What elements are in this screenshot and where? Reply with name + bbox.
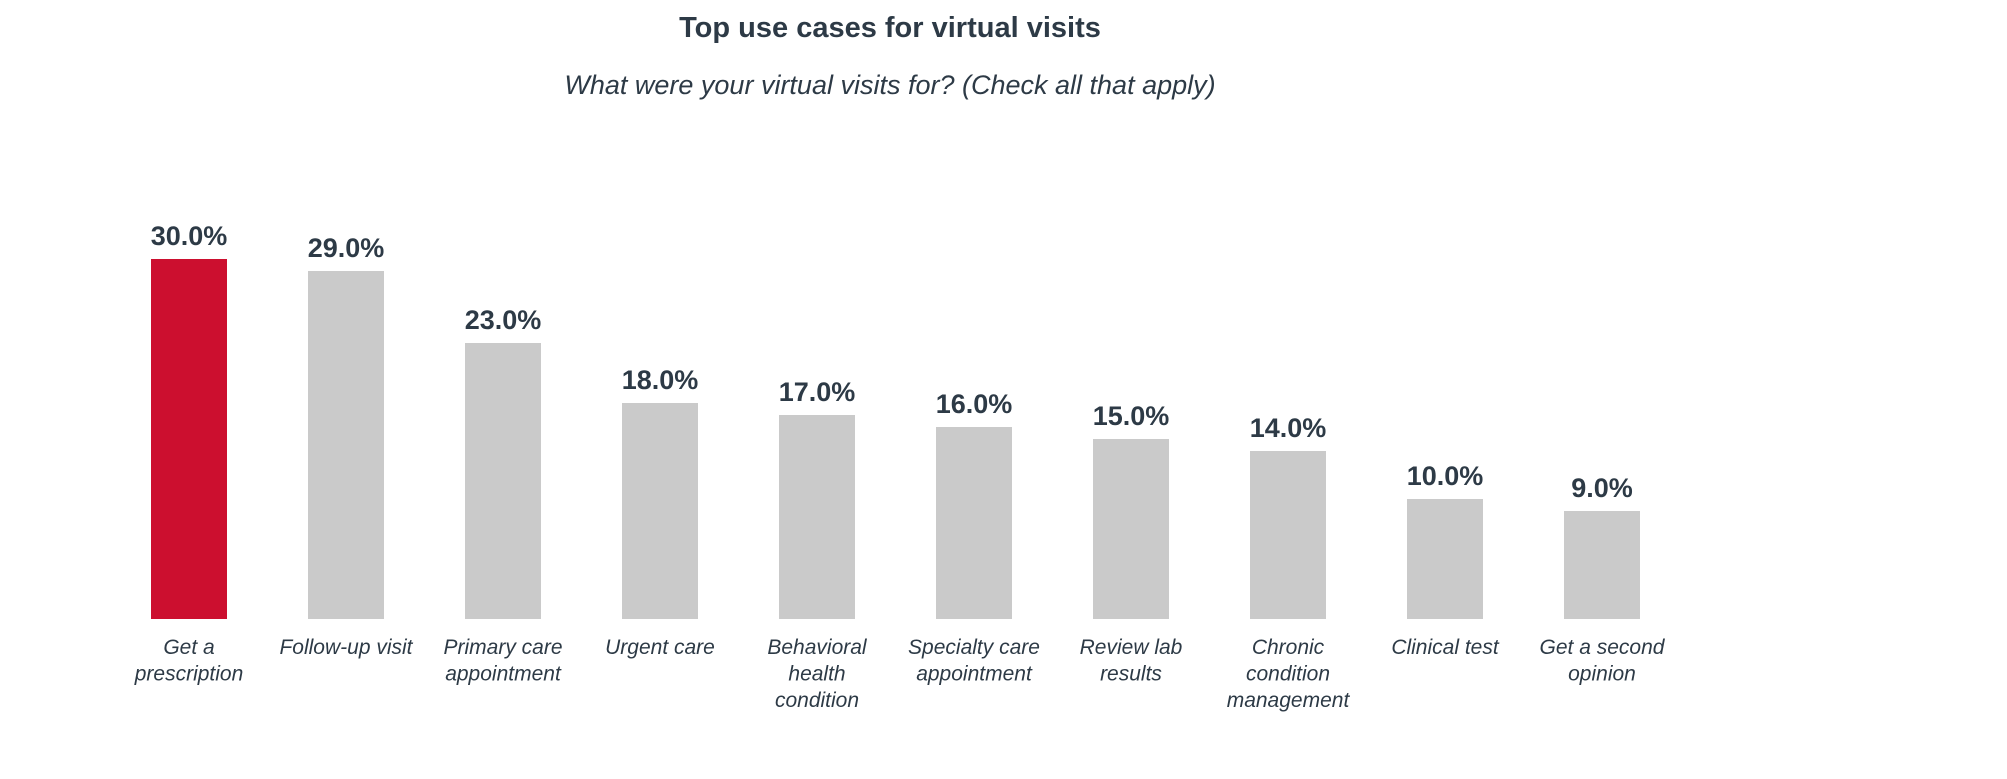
bar (936, 427, 1012, 619)
data-label: 17.0% (779, 377, 856, 407)
bar (465, 343, 541, 619)
bar (1407, 499, 1483, 619)
bar (151, 259, 227, 619)
category-label: Urgent care (605, 636, 715, 659)
data-label: 10.0% (1407, 461, 1484, 491)
category-label: Review lab (1080, 636, 1183, 659)
category-label: Clinical test (1391, 636, 1500, 659)
category-label: Primary care (443, 636, 562, 659)
chart-title: Top use cases for virtual visits (679, 12, 1101, 44)
data-label: 29.0% (308, 233, 385, 263)
data-label: 30.0% (151, 221, 228, 251)
data-label: 9.0% (1571, 473, 1633, 503)
category-label: opinion (1568, 663, 1636, 686)
bar (1093, 439, 1169, 619)
category-label: Behavioral (767, 636, 868, 659)
category-label: health (788, 663, 845, 686)
category-label: Get a second (1540, 636, 1666, 659)
category-label: Chronic (1252, 636, 1325, 659)
bar (1564, 511, 1640, 619)
category-label: prescription (134, 663, 244, 686)
data-label: 23.0% (465, 305, 542, 335)
category-label: Specialty care (908, 636, 1040, 659)
data-label: 16.0% (936, 389, 1013, 419)
category-label: condition (1246, 663, 1330, 686)
bar (779, 415, 855, 619)
data-label: 18.0% (622, 365, 699, 395)
category-label: appointment (916, 663, 1033, 686)
category-label: appointment (445, 663, 562, 686)
category-label: Get a (163, 636, 214, 659)
chart-subtitle: What were your virtual visits for? (Chec… (564, 70, 1216, 100)
category-label: Follow-up visit (279, 636, 413, 659)
data-label: 14.0% (1250, 413, 1327, 443)
category-label: results (1100, 663, 1162, 686)
bar (1250, 451, 1326, 619)
bar (308, 271, 384, 619)
bar (622, 403, 698, 619)
category-label: management (1227, 689, 1351, 712)
data-label: 15.0% (1093, 401, 1170, 431)
category-label: condition (775, 689, 859, 712)
